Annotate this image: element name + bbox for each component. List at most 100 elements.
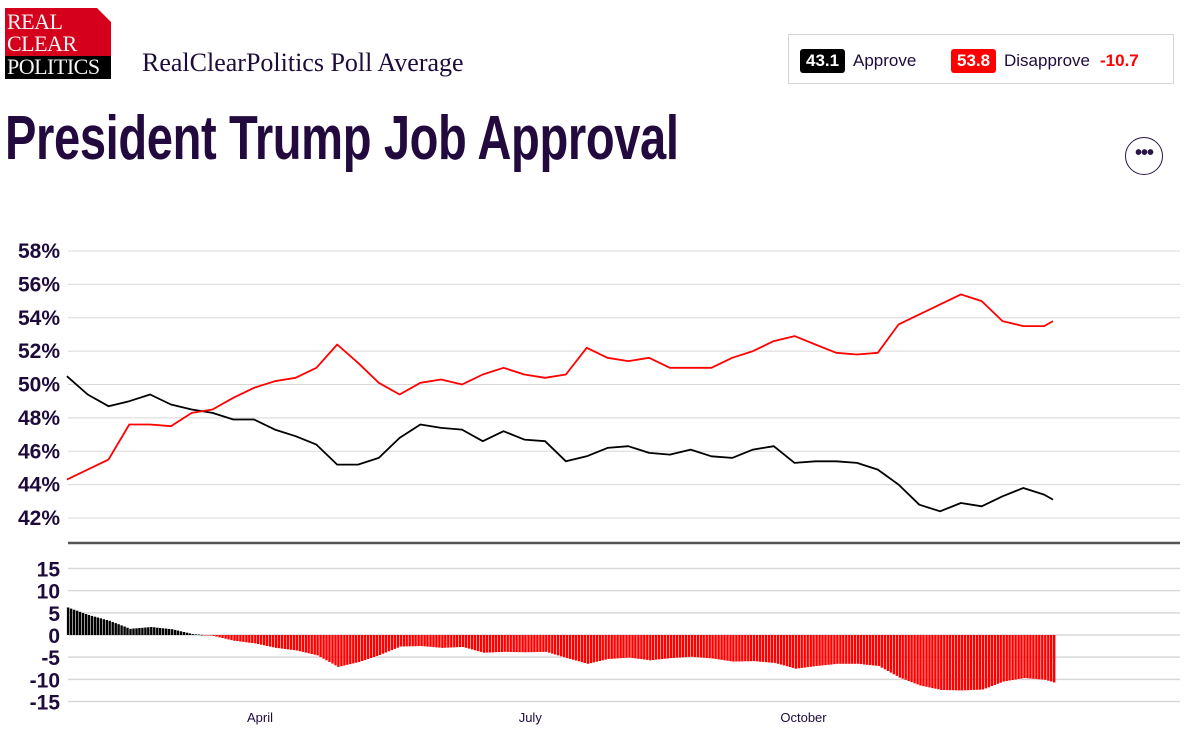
spread-bar (910, 635, 913, 683)
spread-bar (999, 635, 1002, 683)
spread-bar (1032, 635, 1035, 679)
spread-bar (230, 635, 233, 641)
spread-bar (521, 635, 524, 653)
spread-bar (159, 628, 162, 635)
y-tick-label: 42% (18, 507, 60, 530)
spread-bar (319, 635, 322, 657)
spread-bar (218, 635, 221, 638)
spread-bar (631, 635, 634, 658)
spread-bar (803, 635, 806, 668)
spread-bar (1044, 635, 1047, 680)
spread-bar (325, 635, 328, 661)
spread-bar (678, 635, 682, 658)
spread-bar (773, 635, 777, 663)
spread-bar (972, 635, 976, 690)
spread-bar (426, 635, 429, 647)
spread-bar (470, 635, 474, 650)
spread-bar (456, 635, 459, 648)
spread-bar (955, 635, 958, 691)
spread-bar (387, 635, 391, 652)
spread-bar (138, 628, 141, 635)
spread-bar (126, 627, 129, 635)
spread-bar (836, 635, 839, 664)
y-tick-label: -15 (30, 692, 61, 715)
spread-bar (75, 610, 79, 635)
spread-bar (696, 635, 699, 658)
spread-bar (340, 635, 343, 667)
spread-bar (491, 635, 495, 653)
spread-bar (925, 635, 928, 687)
logo-text-clear: CLEAR (7, 31, 77, 56)
spread-bar (702, 635, 705, 658)
spread-bar (462, 635, 465, 647)
spread-bar (791, 635, 794, 668)
spread-bar (298, 635, 301, 652)
spread-bar (610, 635, 613, 659)
spread-bar (129, 628, 132, 635)
spread-bar (334, 635, 337, 666)
spread-bar (901, 635, 904, 679)
rcp-logo[interactable]: REAL CLEAR POLITICS (5, 8, 111, 79)
spread-bar (479, 635, 483, 652)
x-tick-label: April (247, 710, 273, 725)
spread-bar (684, 635, 688, 658)
spread-bar (176, 630, 180, 635)
spread-bar (708, 635, 711, 659)
series-line-approve (66, 375, 1054, 513)
spread-bar (450, 635, 453, 648)
spread-bar (643, 635, 646, 660)
logo-red-block (5, 8, 111, 56)
spread-bar (562, 635, 566, 658)
spread-bar (464, 635, 468, 648)
spread-bar (952, 635, 955, 691)
spread-bar (423, 635, 426, 647)
spread-bar (788, 635, 792, 667)
spread-bar (1020, 635, 1023, 679)
y-tick-label: -10 (30, 669, 60, 692)
spread-bar (839, 635, 842, 664)
spread-bar (239, 635, 242, 642)
y-tick-label: 48% (18, 407, 60, 430)
spread-bar (441, 635, 444, 648)
spread-bar (669, 635, 673, 659)
spread-bar (381, 635, 385, 654)
spread-bar (1011, 635, 1014, 680)
spread-bar (414, 635, 417, 647)
spread-bar (346, 635, 349, 665)
spread-bar (1008, 635, 1011, 681)
spread-bar (889, 635, 892, 673)
spread-bar (215, 635, 218, 637)
spread-bar (512, 635, 515, 652)
spread-bar (663, 635, 667, 659)
spread-bar (735, 635, 738, 662)
spread-bar (289, 635, 293, 650)
more-options-button[interactable]: ••• (1125, 137, 1163, 175)
spread-bar (378, 635, 382, 655)
spread-bar (197, 634, 200, 636)
spread-bar (812, 635, 815, 667)
spread-bar (898, 635, 901, 678)
spread-bar (542, 635, 545, 652)
spread-bar (560, 635, 563, 657)
spread-bar (322, 635, 325, 659)
spread-bar (135, 628, 138, 635)
spread-bar (699, 635, 702, 658)
spread-bar (170, 629, 174, 635)
spread-bar (975, 635, 979, 690)
spread-bar (589, 635, 593, 664)
spread-bar (316, 635, 319, 656)
spread-bar (248, 635, 251, 643)
spread-bar (690, 635, 694, 657)
spread-bar (601, 635, 604, 661)
x-tick-label: July (519, 710, 543, 725)
spread-bar (981, 635, 985, 690)
spread-bar (776, 635, 780, 664)
spread-bar (274, 635, 278, 648)
spread-bar (937, 635, 940, 690)
spread-bar (622, 635, 625, 658)
spread-bar (907, 635, 910, 681)
spread-bar (361, 635, 364, 661)
spread-bar (744, 635, 747, 662)
spread-bar (393, 635, 396, 649)
